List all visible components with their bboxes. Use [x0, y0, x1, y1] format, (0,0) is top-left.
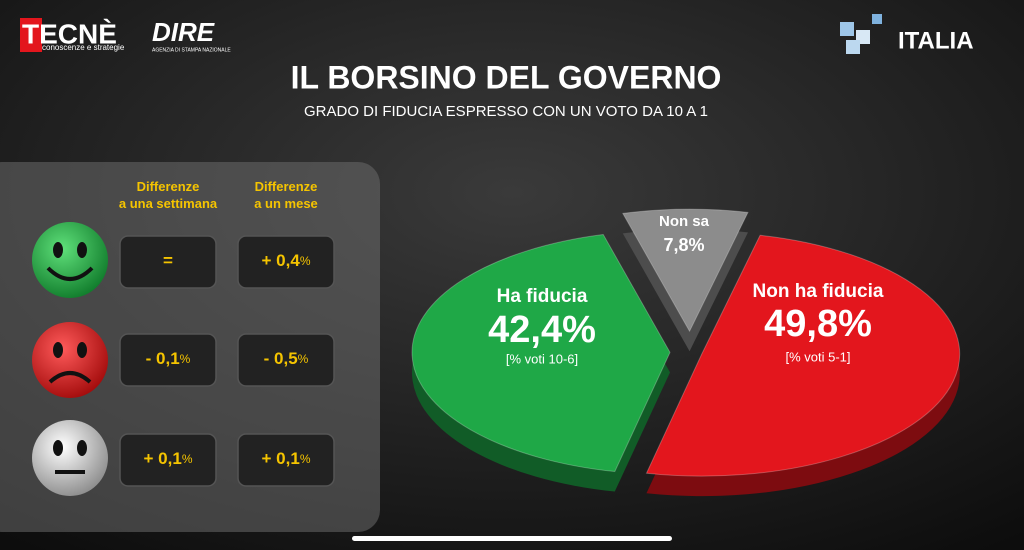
cell-text: + 0,1 [144, 449, 182, 468]
slice-label: Ha fiducia [497, 286, 588, 307]
column-header-line: Differenze [255, 179, 318, 194]
cell-box [119, 235, 217, 289]
column-header-line: a un mese [254, 196, 318, 211]
column-header-line: a una settimana [119, 196, 218, 211]
home-indicator [352, 536, 672, 541]
cell-box [237, 235, 335, 289]
cell-text: + 0,4 [262, 251, 301, 270]
chart-title: IL BORSINO DEL GOVERNO [291, 59, 722, 95]
cell-text: = [163, 251, 173, 270]
brand: TECNÈ [22, 18, 117, 49]
cell-text: + 0,1 [262, 449, 300, 468]
brand-mark [20, 18, 42, 52]
cell-value: = [163, 251, 173, 270]
column-header: Differenze a un mese [254, 179, 318, 211]
cell-unit: % [180, 352, 191, 366]
cell-value: + 0,1% [262, 449, 311, 468]
slice-label: Non ha fiducia [753, 281, 884, 302]
slice [411, 233, 671, 473]
cell-text: - 0,1 [146, 349, 180, 368]
cell-box [119, 333, 217, 387]
cell-value: - 0,5% [264, 349, 309, 368]
cell-text: - 0,5 [264, 349, 298, 368]
slice-value: 7,8% [663, 235, 704, 255]
slice-label: Non sa [659, 213, 710, 230]
slice-note: [% voti 5-1] [785, 349, 850, 364]
smiley-neutral [32, 420, 108, 496]
column-header-line: Differenze [137, 179, 200, 194]
cell-unit: % [298, 352, 309, 366]
cell-box [119, 433, 217, 487]
cell-value: + 0,4% [262, 251, 311, 270]
chart-subtitle: GRADO DI FIDUCIA ESPRESSO CON UN VOTO DA… [304, 103, 708, 120]
smiley-happy [32, 222, 108, 298]
slice-value: 42,4% [488, 309, 596, 351]
smiley-sad [32, 322, 108, 398]
column-header: Differenze a una settimana [119, 179, 218, 211]
slice [621, 208, 749, 333]
partner: DIRE [152, 17, 215, 47]
slice-note: [% voti 10-6] [506, 351, 578, 366]
cell-value: + 0,1% [144, 449, 193, 468]
slice-value: 49,8% [764, 303, 872, 345]
cell-unit: % [300, 254, 311, 268]
cell-box [237, 433, 335, 487]
cell-box [237, 333, 335, 387]
cell-unit: % [300, 452, 311, 466]
cell-unit: % [182, 452, 193, 466]
cell-value: - 0,1% [146, 349, 191, 368]
brand-tagline: conoscenze e strategie [42, 43, 125, 52]
channel-logo [840, 14, 882, 54]
channel: ITALIA [898, 27, 974, 54]
slice [645, 234, 961, 477]
partner-tagline: AGENZIA DI STAMPA NAZIONALE [152, 47, 231, 53]
